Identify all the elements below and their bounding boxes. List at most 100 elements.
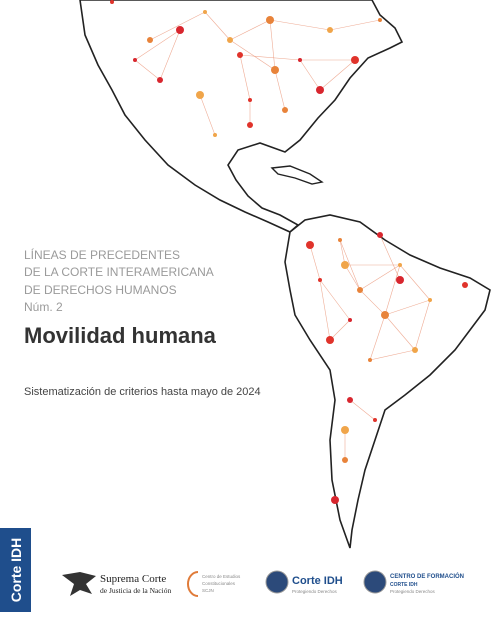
caribbean — [270, 165, 324, 185]
logo-text: Centro de Estudios — [202, 574, 241, 579]
network-link — [399, 264, 431, 301]
network-node — [237, 52, 243, 58]
network-link — [349, 399, 376, 421]
heading-line: DE DERECHOS HUMANOS — [24, 283, 177, 297]
map — [79, 0, 491, 549]
series-heading: LÍNEAS DE PRECEDENTES DE LA CORTE INTERA… — [24, 247, 214, 314]
network-link — [204, 11, 231, 41]
network-node — [203, 10, 207, 14]
network-link — [329, 19, 381, 31]
logo-text: CORTE IDH — [390, 582, 418, 588]
network-node — [157, 77, 163, 83]
north-america — [79, 0, 404, 233]
network-link — [269, 19, 276, 71]
network-node — [176, 26, 184, 34]
heading-number: Núm. 2 — [24, 300, 63, 314]
network-link — [384, 314, 416, 351]
logo-icon — [265, 570, 289, 594]
network-node — [373, 418, 377, 422]
network-node — [248, 98, 252, 102]
logo-text: SCJN — [202, 588, 214, 593]
network-node — [306, 241, 314, 249]
network-node — [428, 298, 432, 302]
network-link — [159, 29, 181, 81]
network-link — [344, 264, 361, 291]
network-node — [381, 311, 389, 319]
network-node — [247, 122, 253, 128]
network-node — [368, 358, 372, 362]
network-link — [309, 244, 321, 281]
network-node — [282, 107, 288, 113]
network-link — [319, 279, 331, 341]
logo-text: Constitucionales — [202, 581, 236, 586]
network-link — [239, 54, 251, 101]
logo-text: CENTRO DE FORMACIÓN — [390, 572, 464, 580]
subtitle: Sistematización de criterios hasta mayo … — [24, 386, 261, 398]
network-node — [378, 18, 382, 22]
network-link — [299, 59, 321, 91]
network-link — [379, 234, 401, 281]
network-node — [327, 27, 333, 33]
network-link — [274, 69, 286, 111]
network-node — [341, 426, 349, 434]
network-node — [341, 261, 349, 269]
network-link — [229, 19, 271, 41]
network-node — [110, 0, 114, 4]
network-link — [384, 299, 431, 316]
network-node — [357, 287, 363, 293]
network-node — [331, 496, 339, 504]
logo-text: Corte IDH — [292, 575, 343, 587]
network-node — [133, 58, 137, 62]
network-node — [266, 16, 274, 24]
network-link — [339, 239, 346, 266]
network-node — [213, 133, 217, 137]
network-node — [227, 37, 233, 43]
network-node — [196, 91, 204, 99]
network-link — [369, 314, 386, 361]
network-link — [369, 349, 416, 361]
network-node — [377, 232, 383, 238]
network-link — [149, 11, 206, 41]
network-link — [199, 94, 216, 136]
heading-line: DE LA CORTE INTERAMERICANA — [24, 265, 214, 279]
network-link — [384, 264, 401, 316]
network-link — [134, 59, 161, 81]
logo-icon — [187, 571, 199, 597]
network-node — [342, 457, 348, 463]
network-node — [271, 66, 279, 74]
network-link — [269, 19, 331, 31]
logo-icon — [363, 570, 387, 594]
network-node — [326, 336, 334, 344]
network-node — [396, 276, 404, 284]
network-link — [359, 289, 386, 316]
network-link — [319, 59, 356, 91]
network-node — [351, 56, 359, 64]
network-node — [316, 86, 324, 94]
sidebar — [0, 528, 31, 612]
logos: Suprema Corte de Justicia de la Nación C… — [62, 570, 464, 597]
logo-text: Suprema Corte — [100, 573, 166, 585]
network-node — [318, 278, 322, 282]
network-link — [134, 29, 181, 61]
logo-text: Protegiendo Derechos — [390, 589, 436, 594]
network — [110, 0, 468, 504]
logo-icon — [62, 572, 96, 596]
network-node — [298, 58, 302, 62]
logo-text: de Justicia de la Nación — [100, 586, 171, 595]
logo-text: Protegiendo Derechos — [292, 589, 338, 594]
network-node — [462, 282, 468, 288]
title: Movilidad humana — [24, 323, 217, 348]
network-link — [414, 299, 431, 351]
sidebar-label: Corte IDH — [8, 538, 24, 603]
network-link — [329, 319, 351, 341]
network-link — [239, 54, 301, 61]
network-link — [359, 264, 401, 291]
heading-line: LÍNEAS DE PRECEDENTES — [24, 247, 180, 262]
network-node — [347, 397, 353, 403]
network-node — [348, 318, 352, 322]
network-node — [338, 238, 342, 242]
network-link — [229, 39, 276, 71]
network-node — [147, 37, 153, 43]
network-node — [398, 263, 402, 267]
